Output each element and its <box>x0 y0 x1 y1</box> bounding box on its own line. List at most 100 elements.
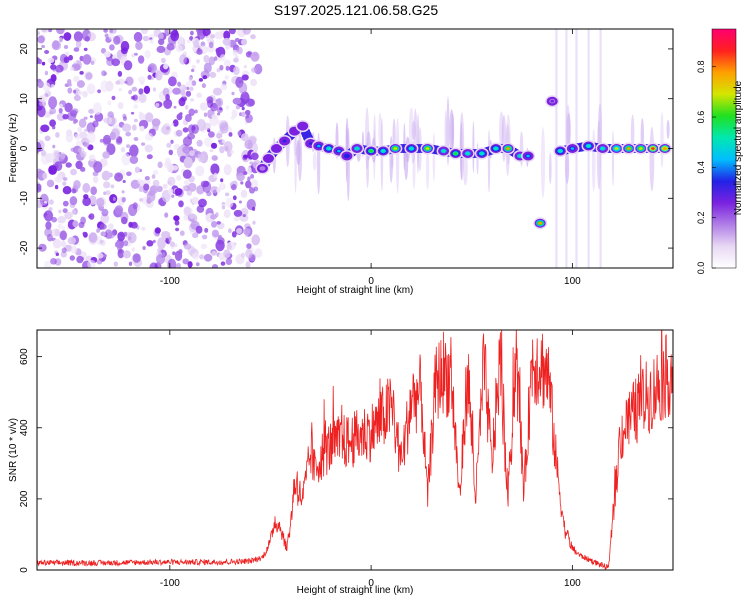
noise-speck <box>203 62 212 74</box>
noise-speck <box>38 243 47 252</box>
noise-speck <box>213 56 218 61</box>
noise-speck <box>165 93 170 101</box>
y-tick-label: 0 <box>19 145 30 151</box>
noise-speck <box>37 183 42 191</box>
track-blob <box>626 147 631 150</box>
noise-speck <box>196 139 203 147</box>
noise-speck <box>92 102 102 115</box>
noise-speck <box>44 70 49 76</box>
streak <box>412 147 416 190</box>
noise-speck <box>188 108 195 116</box>
noise-speck <box>144 176 150 181</box>
noise-speck <box>222 139 226 144</box>
noise-speck <box>48 165 57 175</box>
noise-speck <box>125 131 132 137</box>
noise-speck <box>163 63 169 70</box>
streak <box>390 152 394 170</box>
noise-speck <box>108 32 114 40</box>
track-blob <box>600 147 605 150</box>
noise-speck <box>140 80 145 85</box>
noise-speck <box>72 220 79 228</box>
noise-speck <box>157 161 163 169</box>
noise-speck <box>96 197 105 207</box>
streak <box>566 112 571 148</box>
noise-speck <box>73 180 81 190</box>
noise-speck <box>164 98 170 105</box>
noise-speck <box>54 228 60 237</box>
noise-speck <box>239 213 249 222</box>
noise-speck <box>191 64 196 70</box>
noise-speck <box>138 113 146 121</box>
noise-speck <box>114 241 120 248</box>
noise-speck <box>99 223 107 230</box>
noise-speck <box>57 223 63 229</box>
noise-speck <box>58 209 62 214</box>
noise-speck <box>145 132 154 141</box>
noise-speck <box>97 252 104 259</box>
noise-speck <box>87 259 96 268</box>
noise-speck <box>76 80 85 88</box>
noise-speck <box>86 131 96 144</box>
noise-speck <box>54 184 59 190</box>
noise-speck <box>84 71 93 81</box>
noise-speck <box>191 196 199 205</box>
noise-speck <box>196 29 203 34</box>
noise-speck <box>99 239 104 244</box>
noise-speck <box>77 126 83 133</box>
x-tick-label: 100 <box>564 578 581 589</box>
noise-speck <box>121 153 131 166</box>
streak <box>294 135 297 194</box>
track-blob <box>494 147 498 150</box>
noise-speck <box>131 111 135 115</box>
noise-speck <box>46 179 55 188</box>
noise-speck <box>151 118 161 127</box>
noise-speck <box>243 171 248 176</box>
noise-speck <box>231 183 237 191</box>
noise-speck <box>245 180 252 189</box>
noise-speck <box>248 253 257 262</box>
noise-speck <box>197 153 205 163</box>
track-blob <box>558 149 563 153</box>
noise-speck <box>63 45 69 49</box>
noise-speck <box>120 147 126 153</box>
noise-speck <box>133 137 139 141</box>
noise-speck <box>43 210 54 222</box>
noise-speck <box>41 44 45 49</box>
noise-speck <box>117 231 125 242</box>
noise-speck <box>111 58 121 67</box>
noise-speck <box>228 132 233 137</box>
y-tick-label: -10 <box>19 191 30 206</box>
noise-speck <box>90 186 97 195</box>
noise-speck <box>42 172 48 180</box>
streak <box>649 126 655 192</box>
track-blob <box>453 152 458 155</box>
noise-speck <box>149 262 158 268</box>
noise-speck <box>179 230 185 236</box>
noise-speck <box>144 50 151 59</box>
noise-speck <box>96 259 103 265</box>
track-blob <box>300 124 305 128</box>
noise-speck <box>54 176 63 183</box>
track-blob <box>441 149 446 153</box>
noise-speck <box>92 175 99 184</box>
noise-speck <box>144 112 154 123</box>
noise-speck <box>190 30 194 36</box>
noise-speck <box>203 253 213 262</box>
noise-speck <box>132 253 141 263</box>
noise-speck <box>61 226 66 231</box>
noise-speck <box>112 197 116 201</box>
noise-speck <box>168 76 177 87</box>
noise-speck <box>50 74 57 83</box>
noise-speck <box>61 247 67 254</box>
noise-speck <box>50 84 55 88</box>
noise-speck <box>210 34 216 39</box>
noise-speck <box>124 80 128 84</box>
noise-speck <box>153 170 159 175</box>
noise-speck <box>146 154 153 160</box>
noise-speck <box>155 102 160 108</box>
noise-speck <box>174 188 183 196</box>
noise-speck <box>217 112 221 116</box>
noise-speck <box>141 226 146 231</box>
noise-speck <box>100 47 107 54</box>
noise-speck <box>244 139 253 150</box>
